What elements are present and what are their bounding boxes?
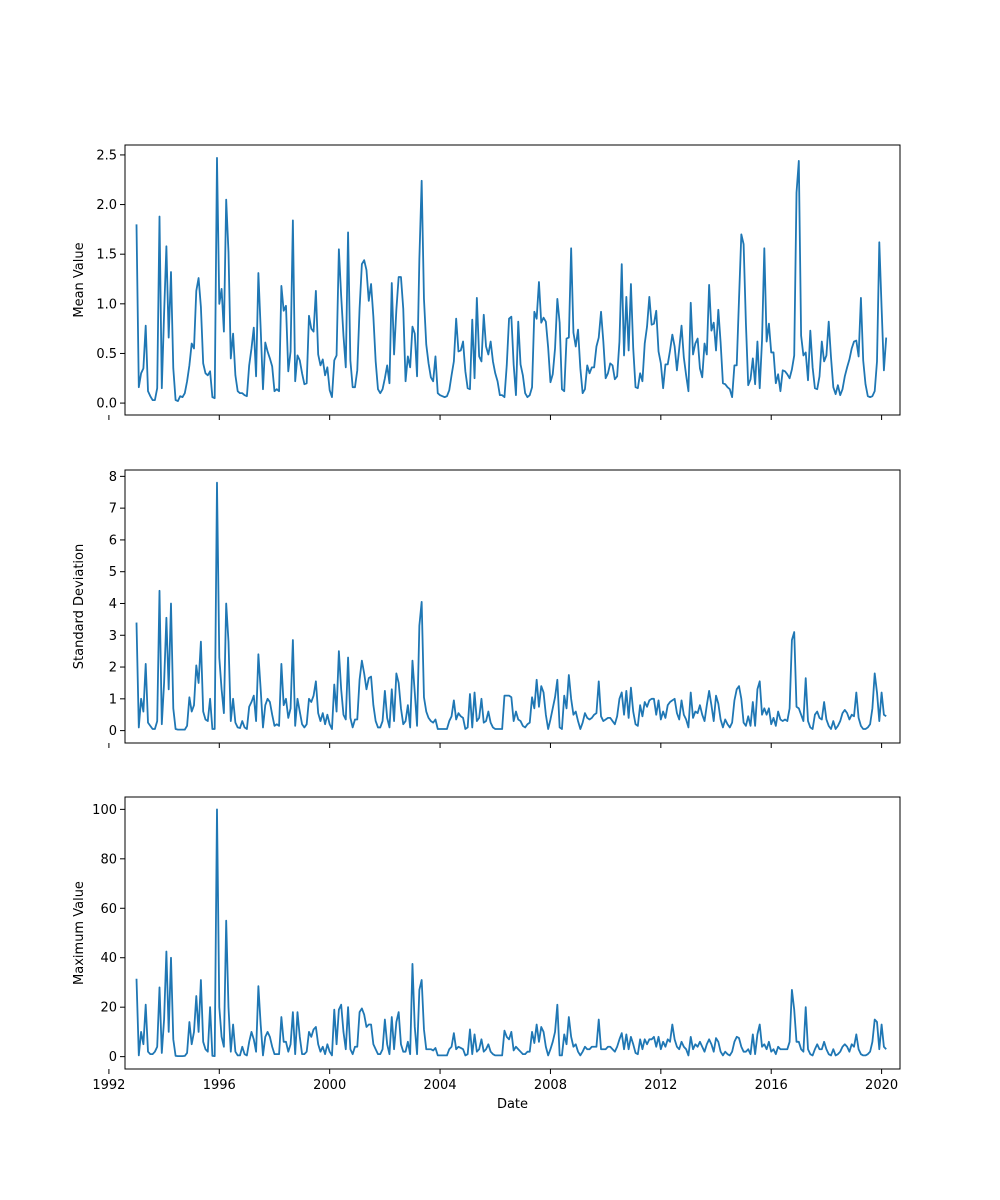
y-tick-label-0-3: 1.5 bbox=[96, 248, 117, 263]
series-line-0 bbox=[135, 157, 888, 402]
y-tick-label-2-2: 40 bbox=[100, 951, 117, 966]
x-tick-label-7: 2020 bbox=[865, 1078, 898, 1093]
y-tick-label-1-3: 3 bbox=[109, 629, 117, 644]
y-tick-label-2-1: 20 bbox=[100, 1001, 117, 1016]
axes-frame-1 bbox=[124, 469, 901, 744]
y-tick-label-0-2: 1.0 bbox=[96, 297, 117, 312]
axes-frame-0 bbox=[124, 144, 901, 416]
y-tick-label-1-6: 6 bbox=[109, 533, 117, 548]
x-axis-label: Date bbox=[497, 1097, 528, 1112]
y-tick-label-2-0: 0 bbox=[109, 1050, 117, 1065]
y-tick-label-0-5: 2.5 bbox=[96, 148, 117, 163]
x-tick-label-3: 2004 bbox=[424, 1078, 457, 1093]
y-tick-label-0-4: 2.0 bbox=[96, 198, 117, 213]
y-tick-label-2-4: 80 bbox=[100, 852, 117, 867]
y-tick-label-1-4: 4 bbox=[109, 597, 117, 612]
x-tick-label-1: 1996 bbox=[203, 1078, 236, 1093]
y-tick-label-1-5: 5 bbox=[109, 565, 117, 580]
x-tick-label-6: 2016 bbox=[755, 1078, 788, 1093]
y-tick-label-1-1: 1 bbox=[109, 692, 117, 707]
y-axis-label-1: Standard Deviation bbox=[72, 544, 87, 669]
x-tick-label-4: 2008 bbox=[534, 1078, 567, 1093]
x-tick-label-2: 2000 bbox=[313, 1078, 346, 1093]
series-line-2 bbox=[135, 808, 887, 1058]
y-tick-label-1-2: 2 bbox=[109, 661, 117, 676]
x-tick-label-5: 2012 bbox=[644, 1078, 677, 1093]
y-tick-label-0-0: 0.0 bbox=[96, 397, 117, 412]
y-tick-label-2-3: 60 bbox=[100, 902, 117, 917]
y-tick-label-1-7: 7 bbox=[109, 502, 117, 517]
y-tick-label-1-8: 8 bbox=[109, 470, 117, 485]
y-axis-label-0: Mean Value bbox=[72, 242, 87, 317]
x-tick-label-0: 1992 bbox=[92, 1078, 125, 1093]
y-tick-label-2-5: 100 bbox=[92, 803, 117, 818]
series-line-1 bbox=[135, 481, 887, 731]
y-tick-label-1-0: 0 bbox=[109, 724, 117, 739]
axes-frame-2 bbox=[124, 796, 901, 1070]
y-axis-label-2: Maximum Value bbox=[72, 881, 87, 985]
y-tick-label-0-1: 0.5 bbox=[96, 347, 117, 362]
